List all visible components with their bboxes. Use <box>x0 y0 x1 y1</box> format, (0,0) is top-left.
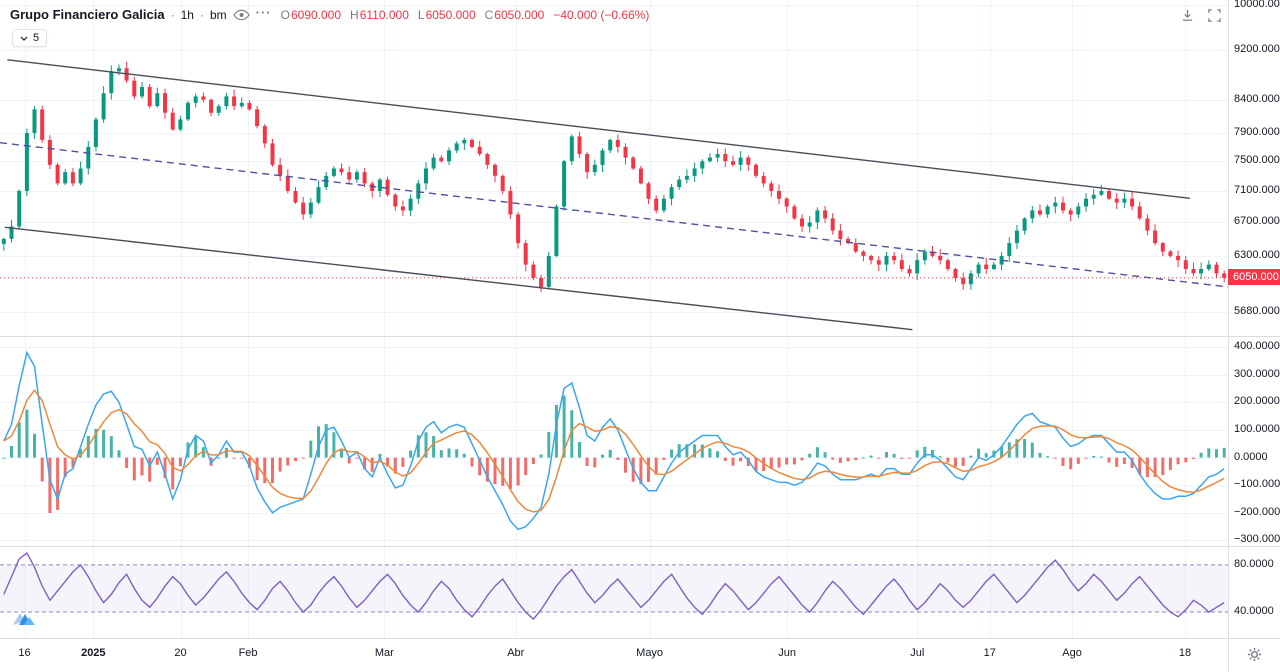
price-axis-label: 6300.000 <box>1234 248 1280 261</box>
time-axis-border <box>0 638 1280 639</box>
time-axis-label: Jul <box>910 647 925 659</box>
time-axis-label: Mar <box>374 647 394 659</box>
price-axis-label: 80.0000 <box>1234 557 1274 570</box>
price-axis-label: 10000.000 <box>1234 0 1280 10</box>
price-axis[interactable]: 10000.000 9200.000 8400.000 7900.000 7500.00… <box>1229 0 1280 638</box>
pane-separator[interactable] <box>0 546 1280 547</box>
more-options-icon[interactable]: ··· <box>255 4 272 20</box>
fullscreen-icon[interactable] <box>1207 8 1222 23</box>
open-label: O <box>280 7 290 22</box>
open-value: 6090.000 <box>290 7 342 22</box>
time-axis-label: 18 <box>1178 647 1192 659</box>
price-axis-label: 40.0000 <box>1234 605 1274 618</box>
separator-dot: · <box>170 7 175 22</box>
macd-pane <box>2 350 1226 531</box>
price-axis-border <box>1228 0 1229 672</box>
interval-label[interactable]: 1h <box>180 7 194 22</box>
price-axis-label: 6700.000 <box>1234 215 1280 228</box>
candlestick-series <box>1 61 1227 292</box>
low-readout: L6050.000 <box>418 8 476 22</box>
price-axis-label: 7500.000 <box>1234 154 1280 167</box>
close-label: C <box>484 7 494 22</box>
grid-lines <box>0 0 1228 638</box>
price-axis-label: 100.0000 <box>1234 422 1280 435</box>
price-axis-label: −200.0000 <box>1234 505 1280 518</box>
separator-dot: · <box>199 7 204 22</box>
settings-gear-icon[interactable] <box>1247 647 1262 667</box>
time-axis-label: Abr <box>507 647 525 659</box>
time-axis-label: 17 <box>983 647 996 659</box>
high-label: H <box>350 7 359 22</box>
chart-canvas[interactable] <box>0 0 1228 638</box>
pane-separator[interactable] <box>0 336 1280 337</box>
ohlc-readout: O6090.000 H6110.000 L6050.000 C6050.000 … <box>281 8 650 22</box>
price-axis-label: 9200.000 <box>1234 43 1280 56</box>
price-axis-label: −300.0000 <box>1234 533 1280 546</box>
trendline-annotations <box>0 59 1228 331</box>
legend-collapse-pill[interactable]: 5 <box>12 29 48 47</box>
change-value: −40.000 (−0.66%) <box>553 7 650 22</box>
tradingview-logo[interactable] <box>12 610 36 632</box>
close-readout: C6050.000 <box>485 8 545 22</box>
last-price-label: 6050.000 <box>1233 270 1279 283</box>
chart-corner-toolbar <box>1180 8 1222 23</box>
close-value: 6050.000 <box>494 7 545 22</box>
time-axis-label: Ago <box>1062 647 1082 659</box>
time-axis-label: 2025 <box>81 647 106 659</box>
time-axis-label: Jun <box>778 647 797 659</box>
price-axis-label: 7900.000 <box>1234 125 1280 138</box>
low-label: L <box>417 7 425 22</box>
exchange-label[interactable]: bm <box>209 7 227 22</box>
chart-legend: Grupo Financiero Galicia · 1h · bm ··· O… <box>10 4 650 23</box>
price-axis-label: 300.0000 <box>1234 367 1280 380</box>
symbol-title[interactable]: Grupo Financiero Galicia <box>10 7 165 22</box>
high-readout: H6110.000 <box>350 8 409 22</box>
high-value: 6110.000 <box>359 7 409 22</box>
time-axis-label: 16 <box>18 647 31 659</box>
time-axis[interactable]: 16 2025 20 Feb Mar Abr Mayo Jun Jul 17 Ago 18 <box>0 639 1228 672</box>
hidden-indicators-count: 5 <box>33 32 40 44</box>
price-axis-label: 200.0000 <box>1234 395 1280 408</box>
price-axis-label: 0.0000 <box>1234 450 1268 463</box>
open-readout: O6090.000 <box>281 8 341 22</box>
time-axis-label: 20 <box>174 647 187 659</box>
price-axis-label: 8400.000 <box>1234 92 1280 105</box>
price-axis-label: −100.0000 <box>1234 478 1280 491</box>
price-axis-label: 400.0000 <box>1234 340 1280 353</box>
stochastic-pane <box>0 552 1228 621</box>
last-price-badge: 6050.000 <box>1228 268 1280 285</box>
price-axis-label: 5680.000 <box>1234 305 1280 318</box>
low-value: 6050.000 <box>425 7 476 22</box>
download-icon[interactable] <box>1180 8 1195 23</box>
visibility-eye-icon[interactable] <box>232 9 250 21</box>
price-axis-label: 7100.000 <box>1234 183 1280 196</box>
time-axis-label: Mayo <box>636 647 664 659</box>
time-axis-label: Feb <box>238 647 258 659</box>
chevron-down-icon <box>20 36 28 41</box>
